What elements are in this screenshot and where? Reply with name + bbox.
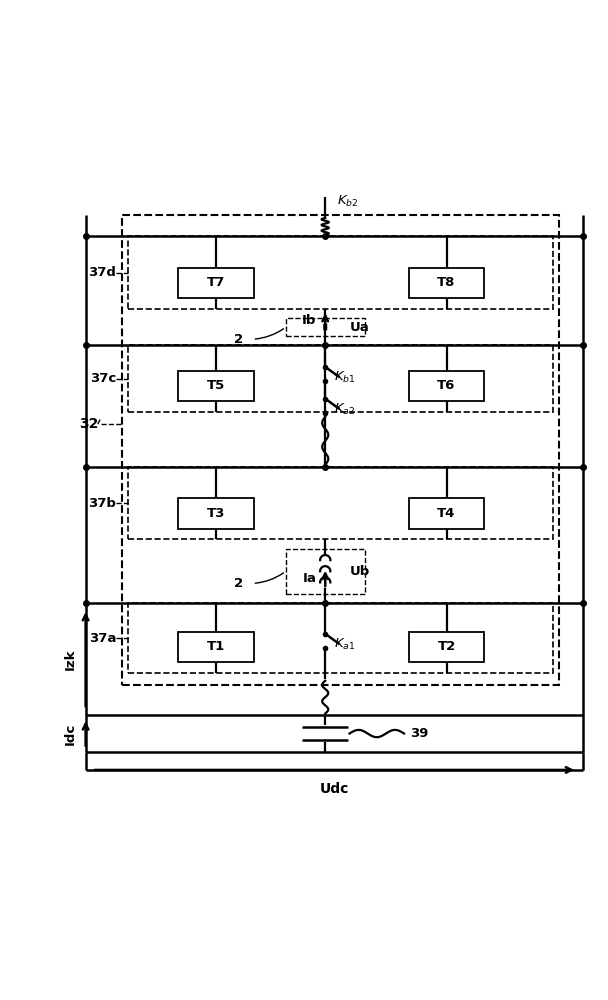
Text: $K_{a2}$: $K_{a2}$ (334, 401, 356, 417)
Text: T5: T5 (207, 379, 225, 392)
Text: Izk: Izk (64, 648, 77, 670)
Text: $K_{b2}$: $K_{b2}$ (337, 194, 359, 209)
Text: Ia: Ia (302, 572, 316, 585)
Text: 37a: 37a (89, 632, 116, 645)
Text: Ib: Ib (302, 314, 316, 327)
Bar (178, 498, 254, 529)
Bar (286, 318, 365, 336)
Bar (286, 549, 365, 594)
Text: 2: 2 (234, 333, 243, 346)
Text: $K_{b1}$: $K_{b1}$ (334, 370, 356, 385)
Bar (128, 603, 553, 673)
Text: Ua: Ua (350, 321, 369, 334)
Text: $K_{a1}$: $K_{a1}$ (334, 637, 356, 652)
Text: T2: T2 (437, 640, 455, 653)
Bar (409, 498, 485, 529)
Bar (178, 268, 254, 298)
Text: 37b: 37b (88, 497, 116, 510)
Text: Ub: Ub (350, 565, 370, 578)
Bar (128, 345, 553, 412)
Bar (178, 371, 254, 401)
Text: T7: T7 (207, 276, 225, 289)
Bar (409, 371, 485, 401)
Text: T3: T3 (207, 507, 225, 520)
Bar (122, 215, 559, 685)
Bar (178, 632, 254, 662)
Text: 39: 39 (410, 727, 429, 740)
Text: 32: 32 (79, 417, 98, 431)
Text: T1: T1 (207, 640, 225, 653)
Text: T8: T8 (437, 276, 456, 289)
Text: Udc: Udc (320, 782, 349, 796)
Text: 37d: 37d (88, 266, 116, 279)
Text: 37c: 37c (90, 372, 116, 385)
Text: Idc: Idc (64, 722, 77, 745)
Text: T4: T4 (437, 507, 456, 520)
Bar (128, 467, 553, 539)
Bar (128, 236, 553, 309)
Text: 2: 2 (234, 577, 243, 590)
Text: T6: T6 (437, 379, 456, 392)
Bar (409, 268, 485, 298)
Bar (409, 632, 485, 662)
